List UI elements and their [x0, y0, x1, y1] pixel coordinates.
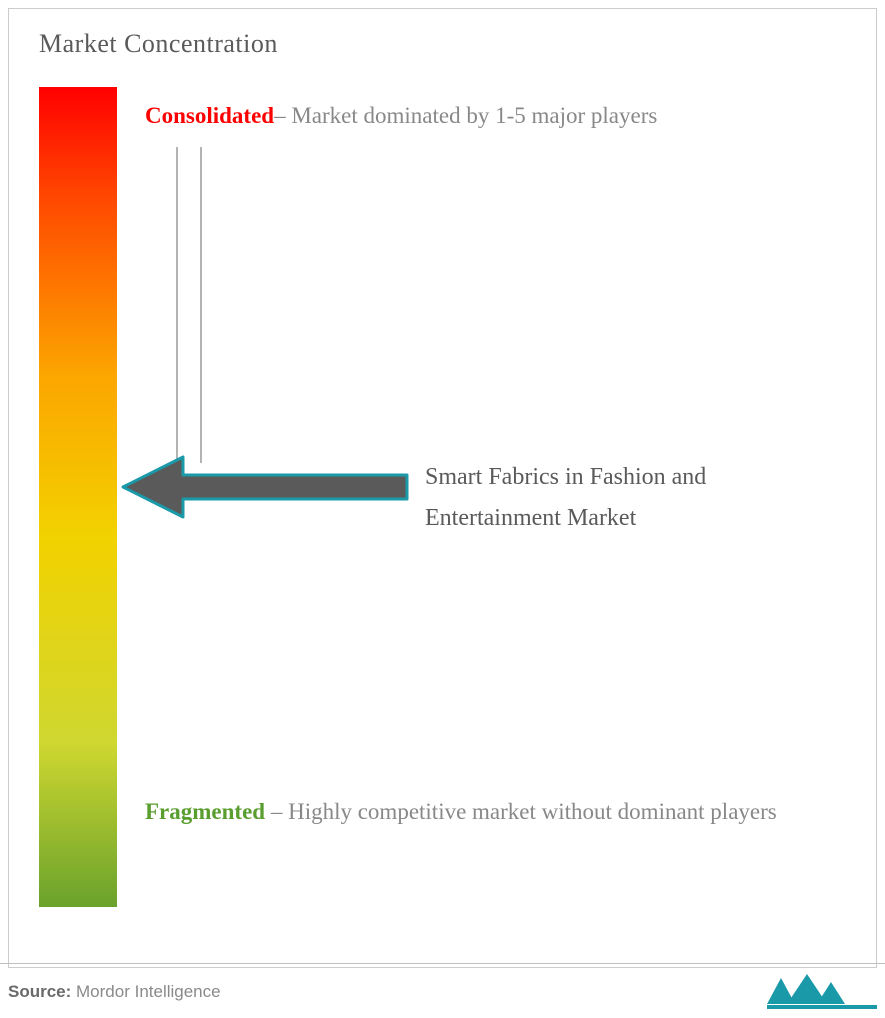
labels-area: Consolidated– Market dominated by 1-5 ma… — [117, 87, 846, 907]
card-container: Market Concentration Consolidated– Marke… — [8, 8, 877, 968]
brand-logo — [767, 974, 877, 1010]
consolidated-keyword: Consolidated — [145, 103, 274, 128]
arrow-shape — [123, 457, 407, 517]
fragmented-keyword: Fragmented — [145, 799, 265, 824]
chart-title: Market Concentration — [39, 29, 846, 59]
source-label: Source: — [8, 982, 71, 1001]
consolidated-label: Consolidated– Market dominated by 1-5 ma… — [145, 91, 836, 142]
fragmented-rest: – Highly competitive market without domi… — [265, 799, 777, 824]
source-text: Source: Mordor Intelligence — [8, 982, 221, 1002]
consolidated-rest: – Market dominated by 1-5 major players — [274, 103, 657, 128]
market-name-label: Smart Fabrics in Fashion and Entertainme… — [425, 457, 845, 539]
chart-content: Consolidated– Market dominated by 1-5 ma… — [39, 87, 846, 907]
concentration-gradient-bar — [39, 87, 117, 907]
source-value: Mordor Intelligence — [71, 982, 220, 1001]
arrow-svg — [117, 147, 457, 527]
fragmented-label: Fragmented – Highly competitive market w… — [145, 787, 836, 838]
pointer-arrow-group — [117, 147, 457, 507]
logo-icon — [767, 974, 877, 1010]
